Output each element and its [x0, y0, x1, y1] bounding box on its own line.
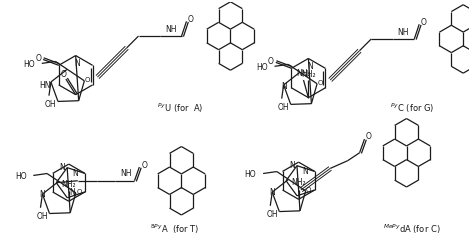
- Text: NH₂: NH₂: [296, 68, 311, 77]
- Text: N: N: [59, 162, 65, 171]
- Text: NH₂: NH₂: [62, 180, 76, 188]
- Text: N: N: [269, 188, 275, 197]
- Text: N: N: [281, 82, 287, 91]
- Text: $^{MePy}$dA (for C): $^{MePy}$dA (for C): [383, 222, 440, 235]
- Text: N: N: [289, 160, 295, 169]
- Text: HO: HO: [256, 62, 268, 72]
- Text: $^{8Py}$A  (for T): $^{8Py}$A (for T): [150, 222, 199, 235]
- Text: O: O: [187, 15, 193, 24]
- Text: O: O: [318, 80, 323, 86]
- Text: O: O: [268, 57, 274, 66]
- Text: HO: HO: [245, 169, 256, 178]
- Text: O: O: [420, 18, 426, 27]
- Text: N: N: [75, 59, 81, 68]
- Text: NH₂: NH₂: [301, 70, 316, 78]
- Text: O: O: [141, 160, 147, 169]
- Text: $^{Py}$U (for  A): $^{Py}$U (for A): [157, 101, 203, 115]
- Text: OH: OH: [266, 209, 278, 218]
- Text: OH: OH: [36, 211, 48, 220]
- Text: N: N: [308, 62, 313, 70]
- Text: NH: NH: [120, 169, 131, 178]
- Text: O: O: [85, 76, 90, 82]
- Text: NH: NH: [398, 28, 409, 36]
- Text: O: O: [365, 131, 371, 140]
- Text: OH: OH: [45, 100, 57, 108]
- Text: HO: HO: [15, 171, 27, 180]
- Text: N: N: [302, 166, 308, 175]
- Text: HN: HN: [39, 81, 51, 90]
- Text: O: O: [306, 186, 311, 192]
- Text: N: N: [39, 190, 45, 199]
- Text: NH: NH: [165, 24, 176, 34]
- Text: $^{Py}$C (for G): $^{Py}$C (for G): [390, 101, 434, 115]
- Text: N: N: [72, 168, 78, 177]
- Text: O: O: [61, 70, 67, 78]
- Text: HO: HO: [23, 60, 35, 68]
- Text: O: O: [35, 54, 41, 63]
- Text: NH₂: NH₂: [292, 178, 306, 186]
- Text: O: O: [76, 188, 82, 194]
- Text: OH: OH: [278, 102, 290, 112]
- Text: N: N: [69, 188, 75, 196]
